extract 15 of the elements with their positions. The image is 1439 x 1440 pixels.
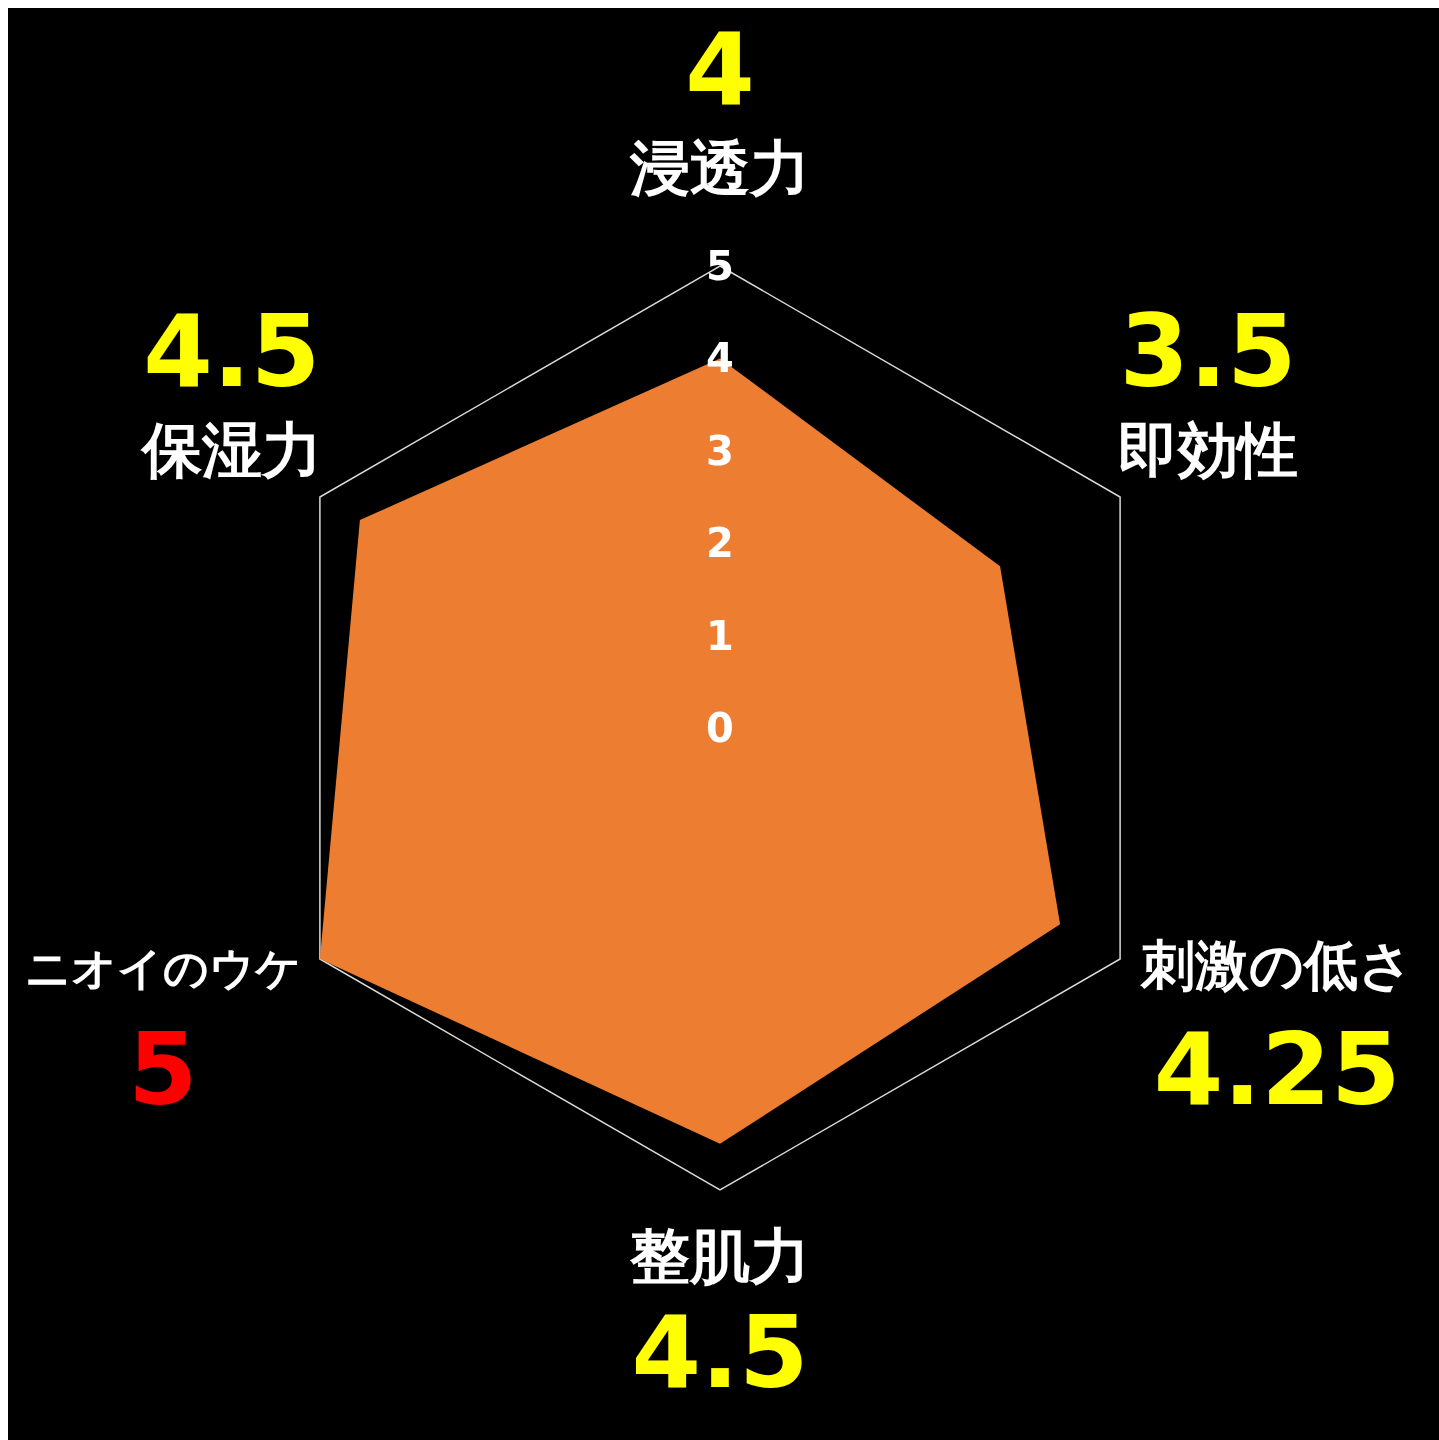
y-tick-label: 1 [706, 612, 734, 659]
spoke-label: 刺激の低さ [1140, 934, 1414, 997]
y-tick-label: 0 [706, 705, 734, 751]
spoke-label: 浸透力 [629, 133, 810, 204]
data-label: 5 [128, 1011, 198, 1128]
data-label: 3.5 [1119, 293, 1297, 411]
spoke-label: 保湿力 [139, 415, 322, 486]
data-label: 4.25 [1153, 1011, 1401, 1128]
y-tick-label: 2 [706, 520, 734, 567]
spoke-label: ニオイのウケ [24, 942, 301, 995]
spoke-label: 即効性 [1118, 415, 1299, 486]
data-label: 4.5 [143, 293, 321, 411]
spoke-label: 整肌力 [629, 1220, 810, 1291]
data-label: 4.5 [631, 1293, 809, 1411]
y-tick-label: 3 [706, 427, 734, 474]
